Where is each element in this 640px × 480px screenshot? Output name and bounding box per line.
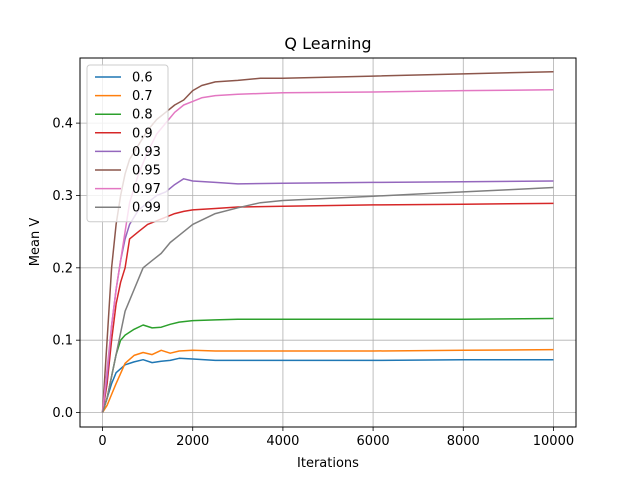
y-axis-label: Mean V [28,218,43,267]
legend-entry-label: 0.93 [132,145,161,160]
series-line-0-97 [101,89,554,413]
chart-title: Q Learning [284,34,371,53]
y-tick-label: 0.0 [52,406,73,421]
legend-entry-label: 0.6 [132,71,153,86]
y-tick-label: 0.1 [52,334,73,349]
legend: 0.6 0.7 0.8 0.9 0.93 0.95 0.97 0.99 [86,64,169,223]
axes-frame [79,57,577,428]
y-tick-label: 0.3 [52,189,73,204]
legend-entry-label: 0.97 [132,182,161,197]
series-line-0-6 [101,357,554,413]
x-tick-label: 8000 [447,434,480,449]
y-tick-label: 0.4 [52,117,73,132]
legend-box [86,64,169,223]
x-tick-label: 4000 [266,434,299,449]
grid [80,58,576,427]
x-tick-label: 6000 [357,434,390,449]
legend-entry-label: 0.99 [132,201,161,216]
series-line-0-7 [101,348,554,413]
series-line-0-99 [101,186,554,413]
x-tick-label: 0 [98,434,106,449]
x-tick-label: 10000 [533,434,574,449]
y-tick-label: 0.2 [52,261,73,276]
legend-entry-label: 0.9 [132,126,153,141]
legend-entry-label: 0.7 [132,89,153,104]
legend-entry-label: 0.8 [132,108,153,123]
legend-entry-label: 0.95 [132,164,161,179]
x-axis-label: Iterations [297,456,359,471]
x-tick-label: 2000 [176,434,209,449]
ticks: 0 2000 4000 6000 8000 10000 0.0 0.1 0.2 0.3 0.4 [52,117,574,449]
